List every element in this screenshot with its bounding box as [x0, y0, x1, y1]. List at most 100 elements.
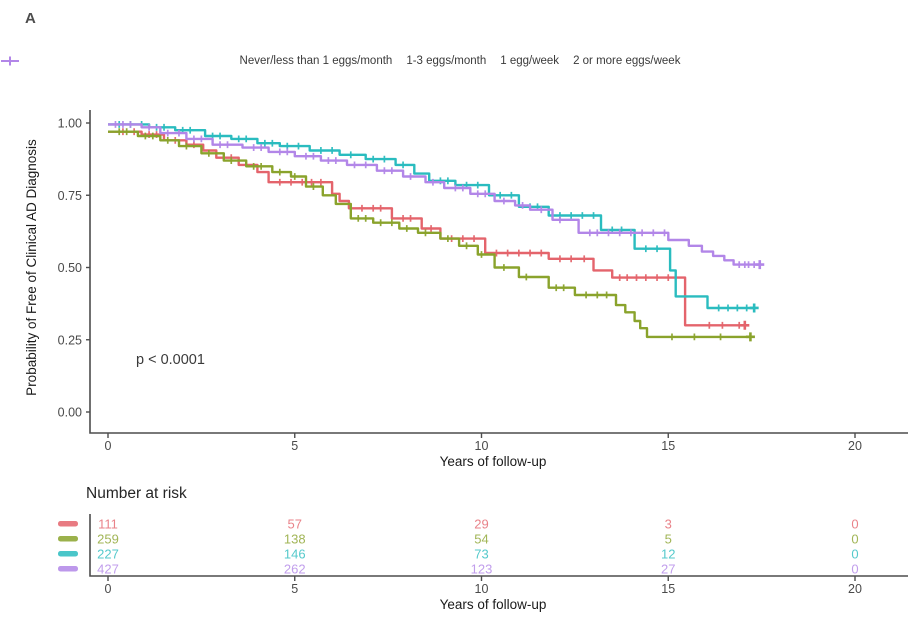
- censor-mark-2-or-more-eggs-week: [276, 148, 284, 156]
- y-axis-tick-label: 1.00: [58, 117, 82, 131]
- censor-mark-1-egg-week: [186, 126, 194, 134]
- censor-mark-never-less-than-1-eggs-month: [377, 204, 385, 212]
- censor-mark-1-3-eggs-month: [164, 136, 172, 144]
- censor-mark-1-3-eggs-month: [668, 333, 676, 341]
- censor-mark-2-or-more-eggs-week: [649, 229, 657, 237]
- censor-mark-1-egg-week: [235, 135, 243, 143]
- legend-item-2-or-more-eggs-week: 2 or more eggs/week: [1, 55, 680, 67]
- risk-count: 12: [661, 547, 675, 562]
- km-curve-1-egg-week: [108, 123, 755, 310]
- censor-mark-2-or-more-eggs-week: [616, 229, 624, 237]
- censor-mark-never-less-than-1-eggs-month: [719, 321, 726, 329]
- censor-mark-2-or-more-eggs-week: [586, 229, 594, 237]
- risk-count: 73: [474, 547, 488, 562]
- censor-mark-never-less-than-1-eggs-month: [369, 204, 377, 212]
- x-axis-tick-label: 15: [661, 439, 675, 453]
- censor-mark-never-less-than-1-eggs-month: [580, 255, 588, 263]
- censor-mark-2-or-more-eggs-week: [332, 157, 340, 164]
- y-axis-title: Probability of Free of Clinical AD Diagn…: [24, 139, 39, 396]
- km-curve-2-or-more-eggs-week: [108, 123, 760, 266]
- censor-mark-1-3-eggs-month: [582, 291, 590, 299]
- x-axis-tick-label: 5: [291, 439, 298, 453]
- censor-mark-never-less-than-1-eggs-month: [298, 178, 306, 186]
- censor-mark-1-3-eggs-month: [276, 168, 284, 176]
- risk-count: 54: [474, 532, 488, 547]
- censor-mark-1-3-eggs-month: [291, 173, 299, 180]
- censor-mark-2-or-more-eggs-week: [164, 129, 172, 137]
- censor-mark-2-or-more-eggs-week: [661, 229, 668, 237]
- censor-mark-never-less-than-1-eggs-month: [515, 249, 523, 257]
- legend-label: 1 egg/week: [500, 55, 560, 67]
- censor-mark-2-or-more-eggs-week: [127, 121, 134, 128]
- censor-mark-2-or-more-eggs-week: [310, 152, 317, 160]
- censor-mark-2-or-more-eggs-week: [605, 229, 612, 237]
- censor-mark-never-less-than-1-eggs-month: [633, 274, 640, 282]
- censor-mark-1-egg-week: [380, 155, 388, 163]
- censor-mark-never-less-than-1-eggs-month: [459, 235, 467, 242]
- risk-row-key-2-or-more-eggs-week: [58, 566, 78, 572]
- censor-mark-1-3-eggs-month: [500, 264, 508, 271]
- censor-mark-1-egg-week: [261, 139, 269, 147]
- risk-axis-tick-label: 15: [661, 582, 675, 596]
- censor-mark-never-less-than-1-eggs-month: [407, 214, 414, 222]
- censor-mark-never-less-than-1-eggs-month: [526, 249, 534, 257]
- censor-mark-2-or-more-eggs-week: [190, 135, 198, 143]
- censor-mark-never-less-than-1-eggs-month: [616, 274, 624, 282]
- censor-mark-1-3-eggs-month: [690, 333, 698, 341]
- censor-mark-2-or-more-eggs-week: [224, 141, 231, 149]
- censor-mark-2-or-more-eggs-week: [459, 184, 467, 192]
- risk-table-title: Number at risk: [86, 485, 187, 502]
- legend-label: 1-3 eggs/month: [406, 55, 487, 67]
- end-marker-1-3-eggs-month: [745, 332, 755, 342]
- censor-mark-1-3-eggs-month: [522, 273, 530, 281]
- censor-mark-2-or-more-eggs-week: [593, 229, 601, 237]
- censor-mark-1-3-eggs-month: [362, 214, 370, 222]
- censor-mark-2-or-more-eggs-week: [556, 216, 564, 224]
- censor-mark-2-or-more-eggs-week: [145, 123, 153, 131]
- censor-mark-never-less-than-1-eggs-month: [317, 178, 325, 186]
- censor-mark-2-or-more-eggs-week: [302, 152, 310, 160]
- risk-x-axis-title: Years of follow-up: [440, 597, 547, 612]
- risk-count: 262: [284, 562, 306, 577]
- risk-axis-tick-label: 20: [848, 582, 862, 596]
- y-axis-tick-label: 0.75: [58, 189, 82, 203]
- censor-mark-2-or-more-eggs-week: [283, 148, 291, 156]
- km-curve-never-less-than-1-eggs-month: [108, 130, 745, 327]
- censor-mark-1-3-eggs-month: [463, 242, 470, 250]
- y-axis-tick-label: 0.50: [58, 261, 82, 275]
- censor-mark-1-3-eggs-month: [377, 219, 385, 227]
- censor-mark-1-3-eggs-month: [593, 291, 601, 299]
- censor-mark-1-egg-week: [317, 147, 325, 154]
- risk-count: 123: [471, 562, 493, 577]
- censor-mark-1-3-eggs-month: [354, 214, 362, 222]
- censor-mark-1-3-eggs-month: [552, 284, 560, 292]
- y-axis-tick-label: 0.25: [58, 333, 82, 347]
- censor-mark-never-less-than-1-eggs-month: [537, 249, 545, 257]
- legend-label: Never/less than 1 eggs/month: [239, 55, 393, 67]
- risk-count: 5: [665, 532, 672, 547]
- censor-mark-2-or-more-eggs-week: [627, 229, 635, 237]
- censor-mark-2-or-more-eggs-week: [380, 167, 388, 175]
- censor-mark-never-less-than-1-eggs-month: [493, 249, 500, 257]
- x-axis-tick-label: 20: [848, 439, 862, 453]
- censor-mark-1-egg-week: [733, 304, 741, 312]
- censor-mark-1-3-eggs-month: [141, 132, 149, 140]
- risk-count: 0: [851, 547, 858, 562]
- censor-mark-1-egg-week: [578, 212, 586, 219]
- risk-count: 0: [851, 532, 858, 547]
- censor-mark-1-egg-week: [399, 161, 407, 169]
- censor-mark-2-or-more-eggs-week: [638, 229, 646, 237]
- risk-row-key-1-3-eggs-month: [58, 536, 78, 542]
- risk-count: 138: [284, 532, 306, 547]
- censor-mark-1-3-eggs-month: [149, 132, 157, 140]
- censor-mark-2-or-more-eggs-week: [257, 144, 265, 151]
- censor-mark-2-or-more-eggs-week: [197, 135, 205, 143]
- censor-mark-1-3-eggs-month: [388, 219, 396, 227]
- censor-mark-2-or-more-eggs-week: [474, 190, 482, 198]
- censor-mark-1-egg-week: [590, 212, 597, 219]
- censor-mark-2-or-more-eggs-week: [407, 173, 414, 180]
- censor-mark-1-3-eggs-month: [603, 291, 611, 299]
- risk-count: 27: [661, 562, 675, 577]
- censor-mark-1-3-eggs-month: [717, 333, 724, 341]
- legend-item-1-3-eggs-month: 1-3 eggs/month: [1, 55, 487, 67]
